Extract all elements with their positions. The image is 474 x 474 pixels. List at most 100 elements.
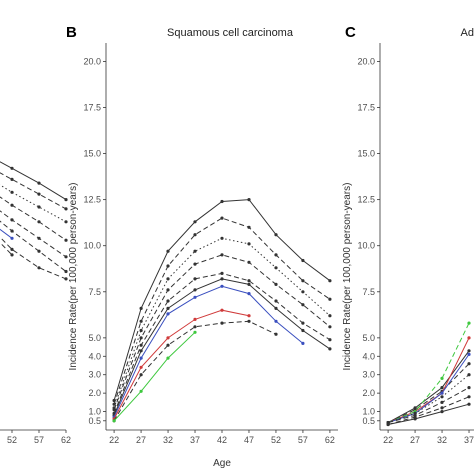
panel-b: B Squamous cell carcinoma 0.51.0 2.0 3.0 4.0 5…: [66, 24, 338, 469]
data-point: [10, 253, 14, 257]
y-tick-label: 17.5: [357, 103, 375, 113]
data-point: [10, 236, 14, 240]
data-point: [139, 328, 143, 333]
data-point: [274, 306, 278, 310]
data-point: [64, 269, 68, 274]
series-line: [113, 309, 250, 420]
data-point: [139, 306, 143, 310]
series-line: [113, 272, 331, 414]
y-tick-label: 1.0: [362, 407, 375, 417]
data-point: [220, 321, 224, 325]
data-point: [328, 338, 332, 342]
data-point: [301, 328, 305, 333]
data-point: [193, 325, 197, 329]
series-line: [387, 322, 470, 424]
data-point: [440, 391, 444, 395]
series-line: [113, 285, 304, 418]
data-point: [467, 336, 471, 340]
data-point: [10, 190, 14, 194]
x-axis-title: Age: [213, 458, 231, 469]
series-line: [0, 184, 67, 223]
data-point: [220, 216, 224, 220]
x-tick-label: 42: [217, 435, 227, 445]
y-tick-label: 5.0: [88, 333, 101, 343]
data-point: [328, 314, 332, 318]
y-tick-label: 15.0: [83, 149, 101, 159]
y-tick-label: 20.0: [83, 56, 101, 66]
data-point: [440, 376, 444, 380]
y-tick-label: 3.0: [362, 370, 375, 380]
data-point: [166, 249, 170, 253]
data-point: [37, 192, 41, 196]
data-point: [166, 299, 170, 303]
panel-a: 52 57 62: [0, 161, 71, 445]
data-point: [10, 166, 14, 170]
x-tick-label: 32: [163, 435, 173, 445]
x-tick-label: 37: [464, 435, 474, 445]
data-point: [10, 229, 14, 233]
data-point: [247, 260, 251, 264]
data-point: [328, 297, 332, 301]
series-line: [113, 278, 331, 416]
x-tick-label: 52: [7, 435, 17, 445]
data-point: [328, 279, 332, 283]
y-tick-label: 10.0: [357, 241, 375, 251]
data-point: [139, 336, 143, 340]
data-point: [64, 255, 68, 259]
data-point: [247, 198, 251, 202]
series-line: [113, 320, 277, 422]
data-point: [247, 292, 251, 296]
data-point: [274, 253, 278, 257]
data-point: [247, 282, 251, 286]
y-tick-label: 0.5: [88, 416, 101, 426]
data-point: [166, 264, 170, 268]
panel-title: Squamous cell carcinoma: [167, 27, 294, 39]
data-point: [112, 419, 116, 423]
series-line: [0, 210, 67, 258]
series-line: [113, 254, 331, 410]
data-point: [274, 282, 278, 286]
data-point: [467, 362, 471, 366]
y-axis-title: Incidence Rate(per 100,000 person-years): [68, 183, 79, 371]
data-point: [193, 249, 197, 253]
data-point: [274, 319, 278, 323]
series-line: [0, 161, 67, 201]
series-line: [387, 350, 470, 424]
data-point: [247, 314, 251, 318]
y-tick-label: 20.0: [357, 56, 375, 66]
data-point: [139, 356, 143, 360]
data-point: [413, 417, 417, 421]
data-point: [193, 262, 197, 266]
data-point: [166, 356, 170, 360]
data-point: [166, 277, 170, 281]
series-line: [0, 172, 67, 210]
x-tick-label: 57: [298, 435, 308, 445]
y-tick-label: 10.0: [83, 241, 101, 251]
series-line: [0, 236, 67, 280]
panel-letter: B: [66, 24, 77, 41]
data-point: [37, 236, 41, 240]
data-point: [301, 279, 305, 283]
y-tick-label: 4.0: [362, 351, 375, 361]
data-point: [139, 365, 143, 369]
x-tick-label: 47: [244, 435, 254, 445]
panel-c: C Ad 0.51.0 2.0 3.0 4.0 5.0 7.5 10.0 12.5 15.0 17.5…: [342, 24, 474, 445]
x-tick-label: 37: [190, 435, 200, 445]
y-tick-label: 0.5: [362, 416, 375, 426]
data-point: [10, 203, 14, 207]
data-point: [220, 236, 224, 240]
data-point: [37, 181, 41, 185]
data-point: [166, 343, 170, 347]
series-line: [113, 217, 331, 405]
data-point: [220, 199, 224, 204]
data-point: [193, 317, 197, 321]
y-tick-label: 17.5: [83, 103, 101, 113]
data-point: [467, 352, 471, 356]
y-tick-label: 3.0: [88, 370, 101, 380]
data-point: [274, 266, 278, 270]
data-point: [467, 402, 471, 406]
data-point: [139, 319, 143, 323]
data-point: [220, 308, 224, 312]
data-point: [37, 249, 41, 253]
